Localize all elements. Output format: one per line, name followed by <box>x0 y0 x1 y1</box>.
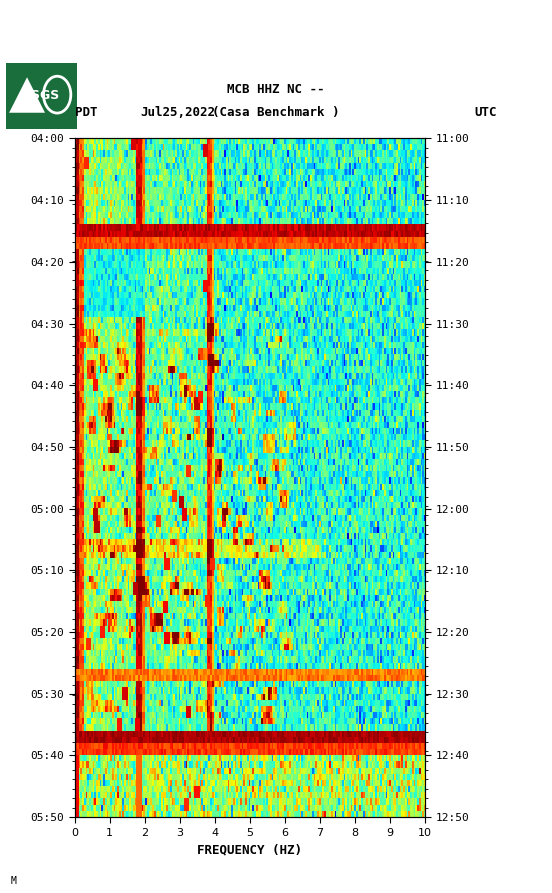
Text: (Casa Benchmark ): (Casa Benchmark ) <box>213 105 339 119</box>
Text: UTC: UTC <box>475 105 497 119</box>
Polygon shape <box>9 78 45 113</box>
Text: USGS: USGS <box>22 89 61 103</box>
Text: M: M <box>11 876 17 886</box>
Text: PDT: PDT <box>75 105 97 119</box>
X-axis label: FREQUENCY (HZ): FREQUENCY (HZ) <box>197 843 302 856</box>
Text: Jul25,2022: Jul25,2022 <box>141 105 216 119</box>
Text: MCB HHZ NC --: MCB HHZ NC -- <box>227 82 325 96</box>
